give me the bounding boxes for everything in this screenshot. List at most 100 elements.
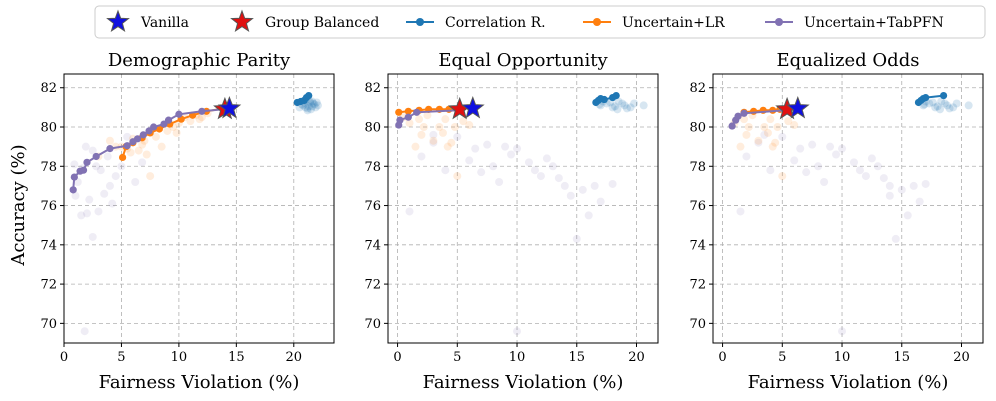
cloud-point-orange	[768, 142, 777, 151]
cloud-point-orange	[172, 128, 181, 137]
cloud-point-purple	[117, 162, 126, 171]
cloud-point-purple	[778, 132, 787, 141]
axes-frame	[63, 73, 335, 344]
y-tick-label: 80	[689, 121, 706, 136]
series-point-uncertain-lr	[404, 107, 412, 115]
x-tick-label: 20	[628, 350, 645, 365]
cloud-point-purple	[909, 181, 918, 190]
cloud-point-purple	[548, 162, 557, 171]
cloud-point-purple	[861, 172, 870, 181]
series-point-uncertain-tabpfn	[396, 116, 404, 124]
x-tick-label: 15	[893, 350, 910, 365]
cloud-point-blue	[308, 97, 317, 106]
cloud-point-purple	[921, 179, 930, 188]
x-tick-label: 10	[834, 350, 851, 365]
cloud-point-purple	[608, 179, 617, 188]
cloud-point-purple	[100, 189, 109, 198]
cloud-point-blue	[307, 105, 316, 114]
cloud-point-purple	[838, 144, 847, 153]
series-point-correlation-r	[305, 91, 313, 100]
legend-group-balanced-star	[230, 9, 254, 33]
cloud-point-purple	[790, 156, 799, 165]
cloud-point-purple	[820, 177, 829, 186]
cloud-point-blue	[937, 97, 946, 106]
series-point-uncertain-lr	[750, 107, 758, 115]
cloud-point-purple	[530, 166, 539, 175]
cloud-point-purple	[849, 158, 858, 167]
cloud-point-purple	[760, 130, 769, 139]
y-tick-label: 72	[40, 278, 57, 293]
cloud-point-blue	[935, 105, 944, 114]
x-tick-label: 10	[171, 350, 188, 365]
series-point-correlation-r	[612, 91, 620, 100]
cloud-point-purple	[495, 177, 504, 186]
y-tick-label: 78	[364, 160, 381, 175]
cloud-point-orange	[415, 115, 424, 124]
cloud-point-purple	[513, 327, 522, 336]
series-point-uncertain-tabpfn	[106, 145, 114, 153]
panel-equalized-odds: 0 5 10 15 20 70 72 74 76 78 80 82 Equalized Odds Fair…	[689, 50, 984, 393]
y-tick-label: 72	[364, 278, 381, 293]
x-tick-label: 5	[117, 350, 125, 365]
cloud-point-purple	[96, 166, 105, 175]
cloud-point-orange	[740, 115, 749, 124]
cloud-point-orange	[186, 117, 195, 126]
cloud-point-orange	[784, 117, 793, 126]
cloud-point-purple	[94, 207, 103, 216]
cloud-point-purple	[513, 144, 522, 153]
y-tick-label: 82	[689, 81, 706, 96]
legend-vanilla-star	[106, 9, 130, 33]
cloud-point-purple	[572, 234, 581, 243]
x-tick-label: 0	[393, 350, 401, 365]
cloud-point-blue	[925, 99, 934, 108]
cloud-point-purple	[524, 158, 533, 167]
cloud-point-orange	[438, 128, 447, 137]
cloud-point-orange	[465, 121, 474, 130]
cloud-point-purple	[802, 168, 811, 177]
cloud-point-blue	[312, 98, 321, 107]
y-tick-label: 70	[689, 317, 706, 332]
cloud-point-purple	[405, 207, 414, 216]
series-point-uncertain-tabpfn	[83, 158, 91, 166]
cloud-point-purple	[766, 166, 775, 175]
cloud-point-purple	[826, 142, 835, 151]
panel-equal-opportunity: 0 5 10 15 20 70 72 74 76 78 80 82 Equal Opportunity F…	[364, 50, 659, 393]
cloud-point-blue	[610, 102, 619, 111]
series-point-correlation-r	[600, 95, 608, 104]
cloud-point-blue	[618, 99, 627, 108]
legend-correlation-r-label: Correlation R.	[445, 15, 546, 31]
cloud-point-blue	[940, 99, 949, 108]
cloud-point-orange	[405, 119, 414, 128]
x-axis-label: Fairness Violation (%)	[99, 372, 300, 393]
cloud-point-blue	[952, 99, 961, 108]
cloud-point-orange	[773, 123, 782, 132]
cloud-point-purple	[465, 156, 474, 165]
y-tick-label: 76	[40, 199, 57, 214]
series-point-uncertain-tabpfn	[175, 110, 183, 118]
cloud-point-orange	[453, 172, 462, 181]
cloud-point-purple	[560, 181, 569, 190]
series-point-uncertain-tabpfn	[123, 142, 131, 150]
y-tick-label: 80	[40, 121, 57, 136]
cloud-point-purple	[489, 162, 498, 171]
series-point-uncertain-tabpfn	[404, 113, 412, 121]
x-tick-label: 0	[60, 350, 68, 365]
cloud-point-purple	[796, 144, 805, 153]
x-tick-label: 20	[953, 350, 970, 365]
cloud-point-purple	[536, 172, 545, 181]
series-point-uncertain-tabpfn	[734, 112, 742, 120]
cloud-point-orange	[771, 138, 780, 147]
cloud-point-orange	[197, 113, 206, 122]
cloud-point-purple	[596, 197, 605, 206]
cloud-point-purple	[742, 152, 751, 161]
legend: Vanilla Group Balanced Correlation R. Uncer…	[94, 5, 986, 39]
cloud-point-purple	[453, 132, 462, 141]
cloud-point-orange	[778, 172, 787, 181]
series-point-uncertain-tabpfn	[150, 123, 158, 131]
vanilla-star	[461, 95, 485, 119]
cloud-point-blue	[949, 103, 958, 112]
cloud-point-orange	[151, 132, 160, 141]
cloud-point-purple	[105, 181, 114, 190]
cloud-point-blue	[931, 103, 940, 112]
